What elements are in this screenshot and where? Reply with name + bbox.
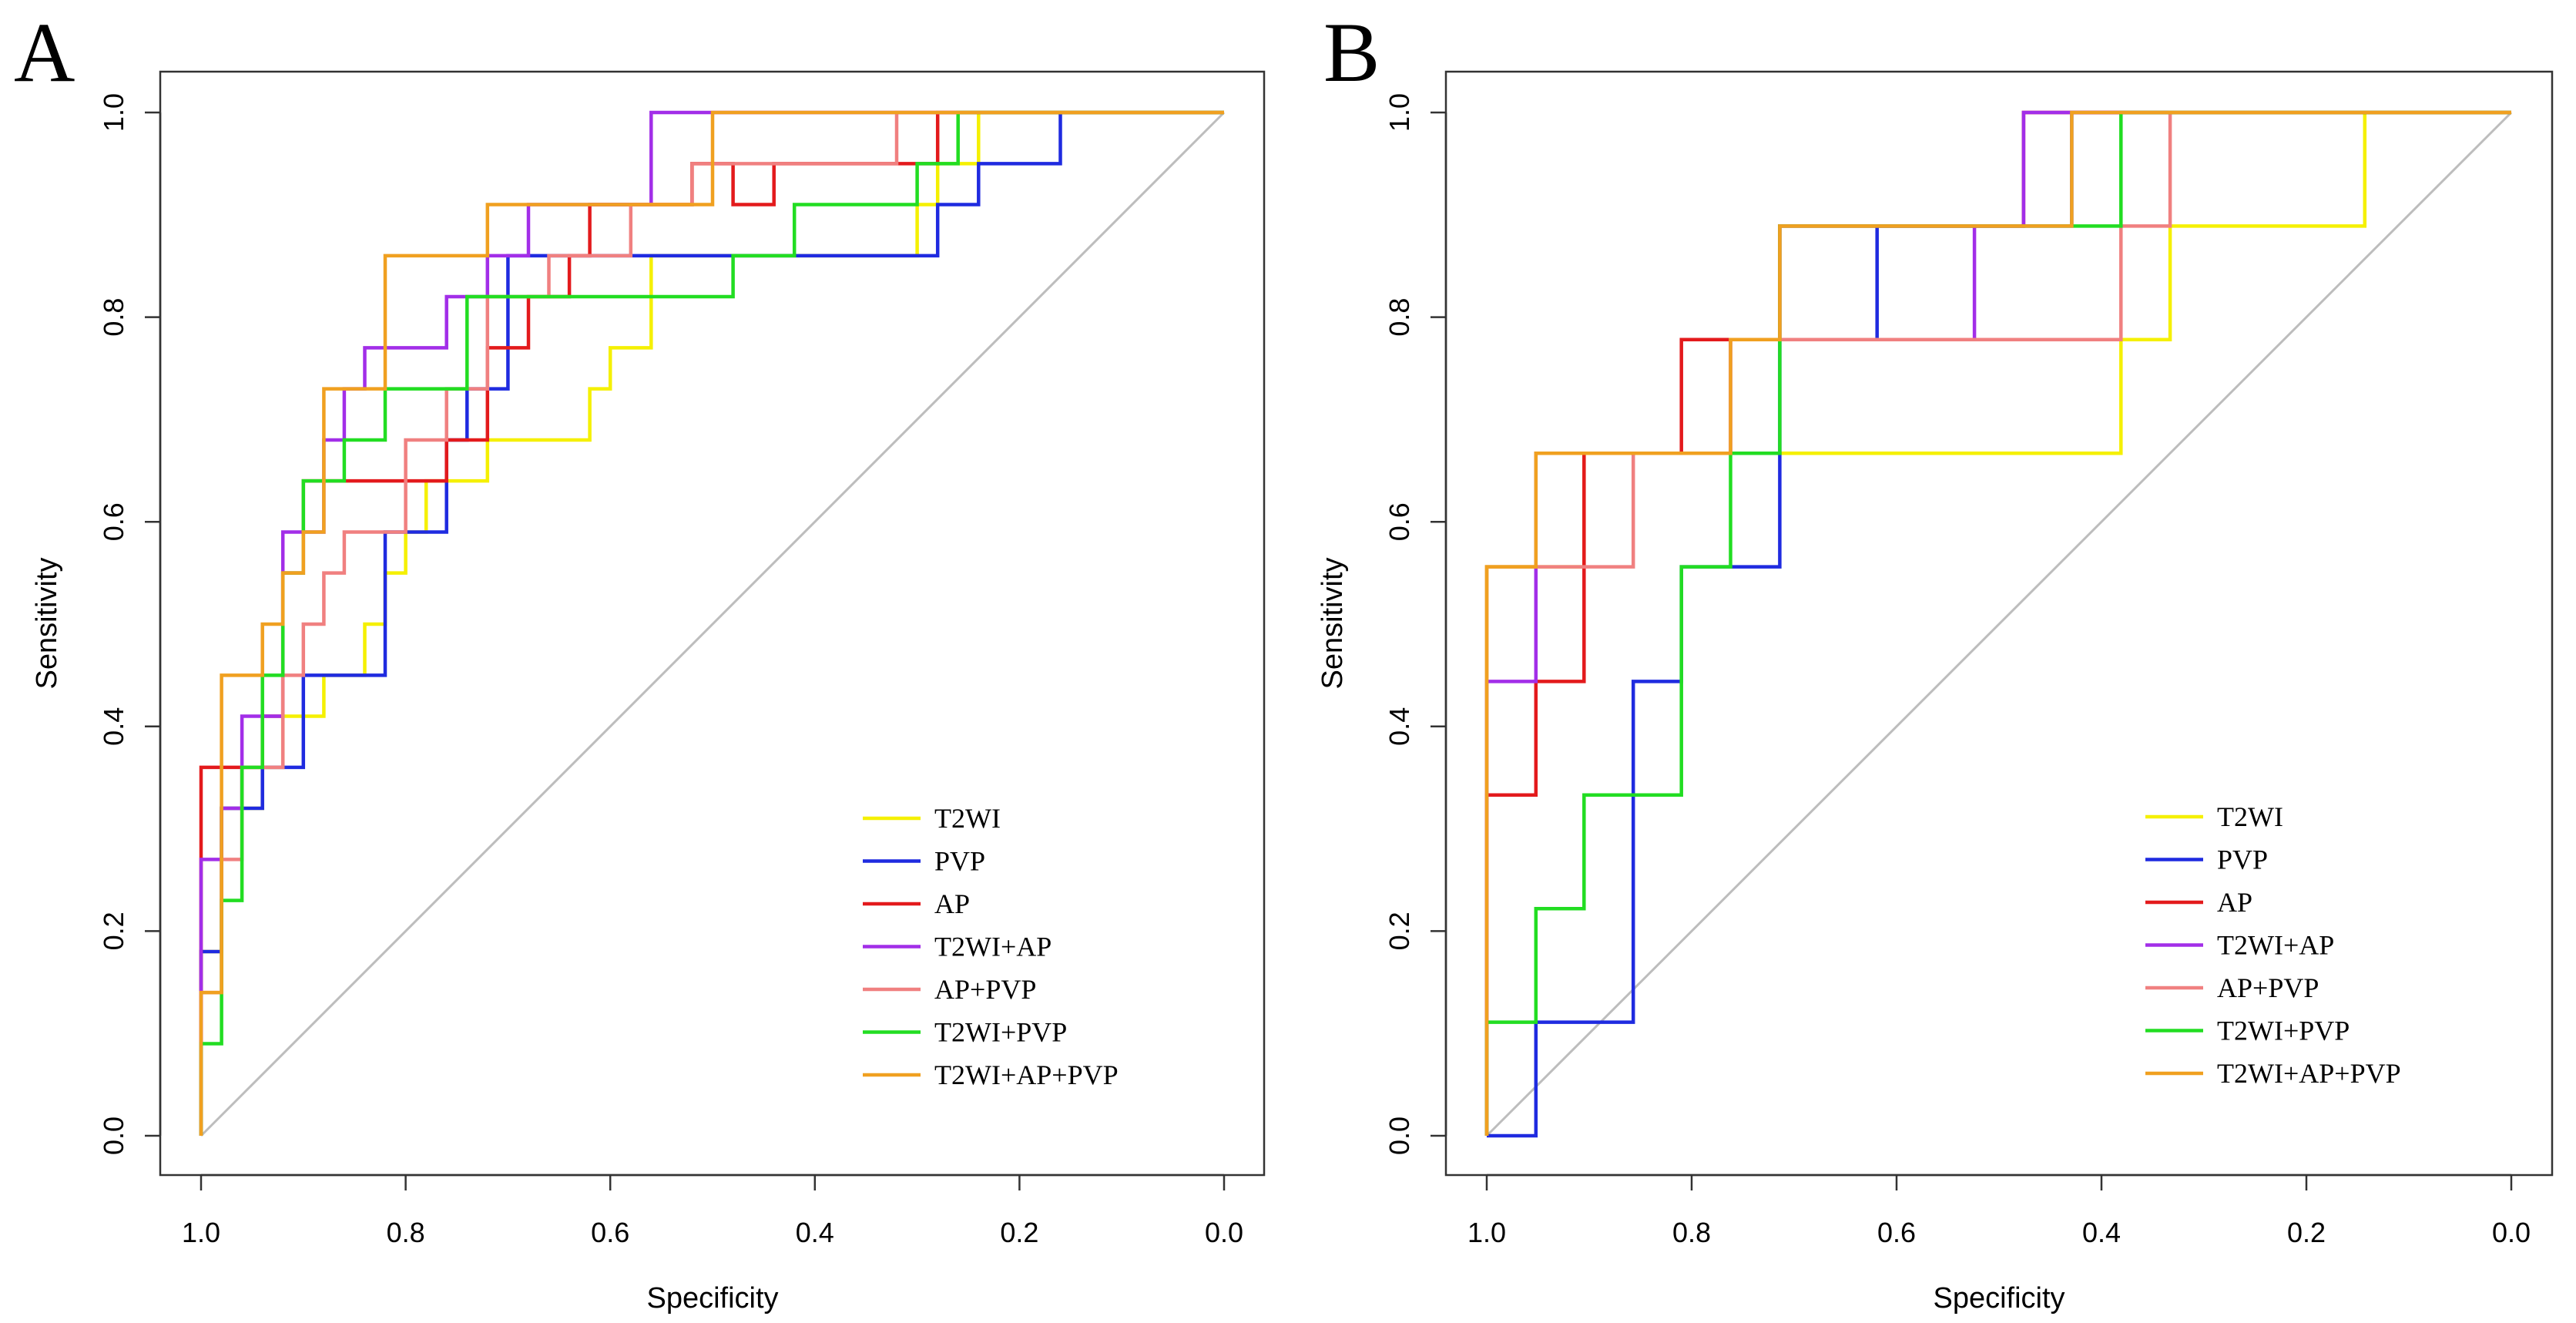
x-tick-label: 0.2: [1000, 1217, 1038, 1248]
legend-label: PVP: [2217, 845, 2268, 875]
panel-letter-b: B: [1323, 5, 1380, 99]
y-axis-title-b: Sensitivity: [1317, 557, 1349, 689]
roc-curve-t2wi-ap-pvp: [1484, 110, 2511, 1136]
y-tick-label: 0.2: [98, 912, 129, 950]
legend-label: T2WI+PVP: [2217, 1016, 2350, 1046]
y-tick-label: 1.0: [98, 93, 129, 132]
x-tick-label: 0.0: [1205, 1217, 1243, 1248]
roc-curves-a: [199, 110, 1224, 1136]
x-tick-label: 1.0: [1467, 1217, 1506, 1248]
x-tick-label: 0.0: [2492, 1217, 2531, 1248]
legend-label: AP: [934, 888, 970, 919]
y-tick-label: 0.6: [1384, 502, 1415, 541]
reference-diagonal-b: [1485, 111, 2513, 1137]
y-tick-label: 0.2: [1384, 912, 1415, 950]
y-tick-label: 0.4: [98, 707, 129, 746]
reference-diagonal-a: [200, 111, 1226, 1137]
legend-label: AP: [2217, 887, 2252, 918]
roc-curve-t2wi-ap-pvp: [199, 110, 1224, 1136]
legend-label: T2WI+AP: [2217, 930, 2334, 961]
x-tick-label: 0.4: [796, 1217, 834, 1248]
x-tick-label: 0.6: [591, 1217, 629, 1248]
legend-label: T2WI+AP: [934, 932, 1052, 962]
x-tick-label: 0.8: [387, 1217, 425, 1248]
roc-curve-t2wi-pvp: [199, 110, 1224, 1136]
y-axis-title-a: Sensitivity: [31, 557, 63, 689]
legend-label: AP+PVP: [934, 974, 1036, 1005]
roc-panel-b: B 1.0 0.8 0.6 0.4 0.2 0.0 0.0 0.2 0.4 0.6 0.8 1.0 T…: [1317, 5, 2554, 1315]
roc-curve-t2wi-pvp: [1484, 110, 2511, 1136]
y-tick-label: 1.0: [1384, 93, 1415, 132]
legend-b: T2WI PVP AP T2WI+AP AP+PVP T2WI+PVP T2WI+AP+PV…: [2145, 801, 2401, 1089]
x-axis-title-a: Specificity: [646, 1282, 778, 1315]
axis-ticks-a: 1.0 0.8 0.6 0.4 0.2 0.0 0.0 0.2 0.4 0.6 0.8 1.0: [98, 93, 1243, 1248]
x-tick-label: 1.0: [182, 1217, 220, 1248]
legend-label: T2WI+AP+PVP: [2217, 1058, 2401, 1089]
y-tick-label: 0.4: [1384, 707, 1415, 746]
x-axis-title-b: Specificity: [1933, 1282, 2064, 1315]
roc-curves-b: [1484, 110, 2511, 1138]
legend-a: T2WI PVP AP T2WI+AP AP+PVP T2WI+PVP T2WI+AP+PV…: [863, 803, 1119, 1090]
x-tick-label: 0.6: [1877, 1217, 1916, 1248]
x-tick-label: 0.8: [1672, 1217, 1711, 1248]
y-tick-label: 0.6: [98, 502, 129, 541]
y-tick-label: 0.0: [98, 1116, 129, 1155]
y-tick-label: 0.8: [98, 298, 129, 337]
roc-panel-a: A 1.0 0.8 0.6 0.4 0.2 0.0 0.0 0.2 0.4 0.6 0.8 1.0 T…: [14, 5, 1266, 1315]
legend-label: T2WI+PVP: [934, 1017, 1067, 1048]
x-tick-label: 0.4: [2082, 1217, 2121, 1248]
panel-letter-a: A: [14, 5, 75, 99]
legend-label: PVP: [934, 846, 985, 877]
legend-label: T2WI: [934, 803, 1001, 834]
x-tick-label: 0.2: [2287, 1217, 2326, 1248]
y-tick-label: 0.8: [1384, 298, 1415, 337]
legend-label: T2WI: [2217, 801, 2283, 832]
axis-ticks-b: 1.0 0.8 0.6 0.4 0.2 0.0 0.0 0.2 0.4 0.6 0.8 1.0: [1384, 93, 2531, 1248]
legend-label: AP+PVP: [2217, 972, 2319, 1003]
legend-label: T2WI+AP+PVP: [934, 1059, 1119, 1090]
y-tick-label: 0.0: [1384, 1116, 1415, 1155]
